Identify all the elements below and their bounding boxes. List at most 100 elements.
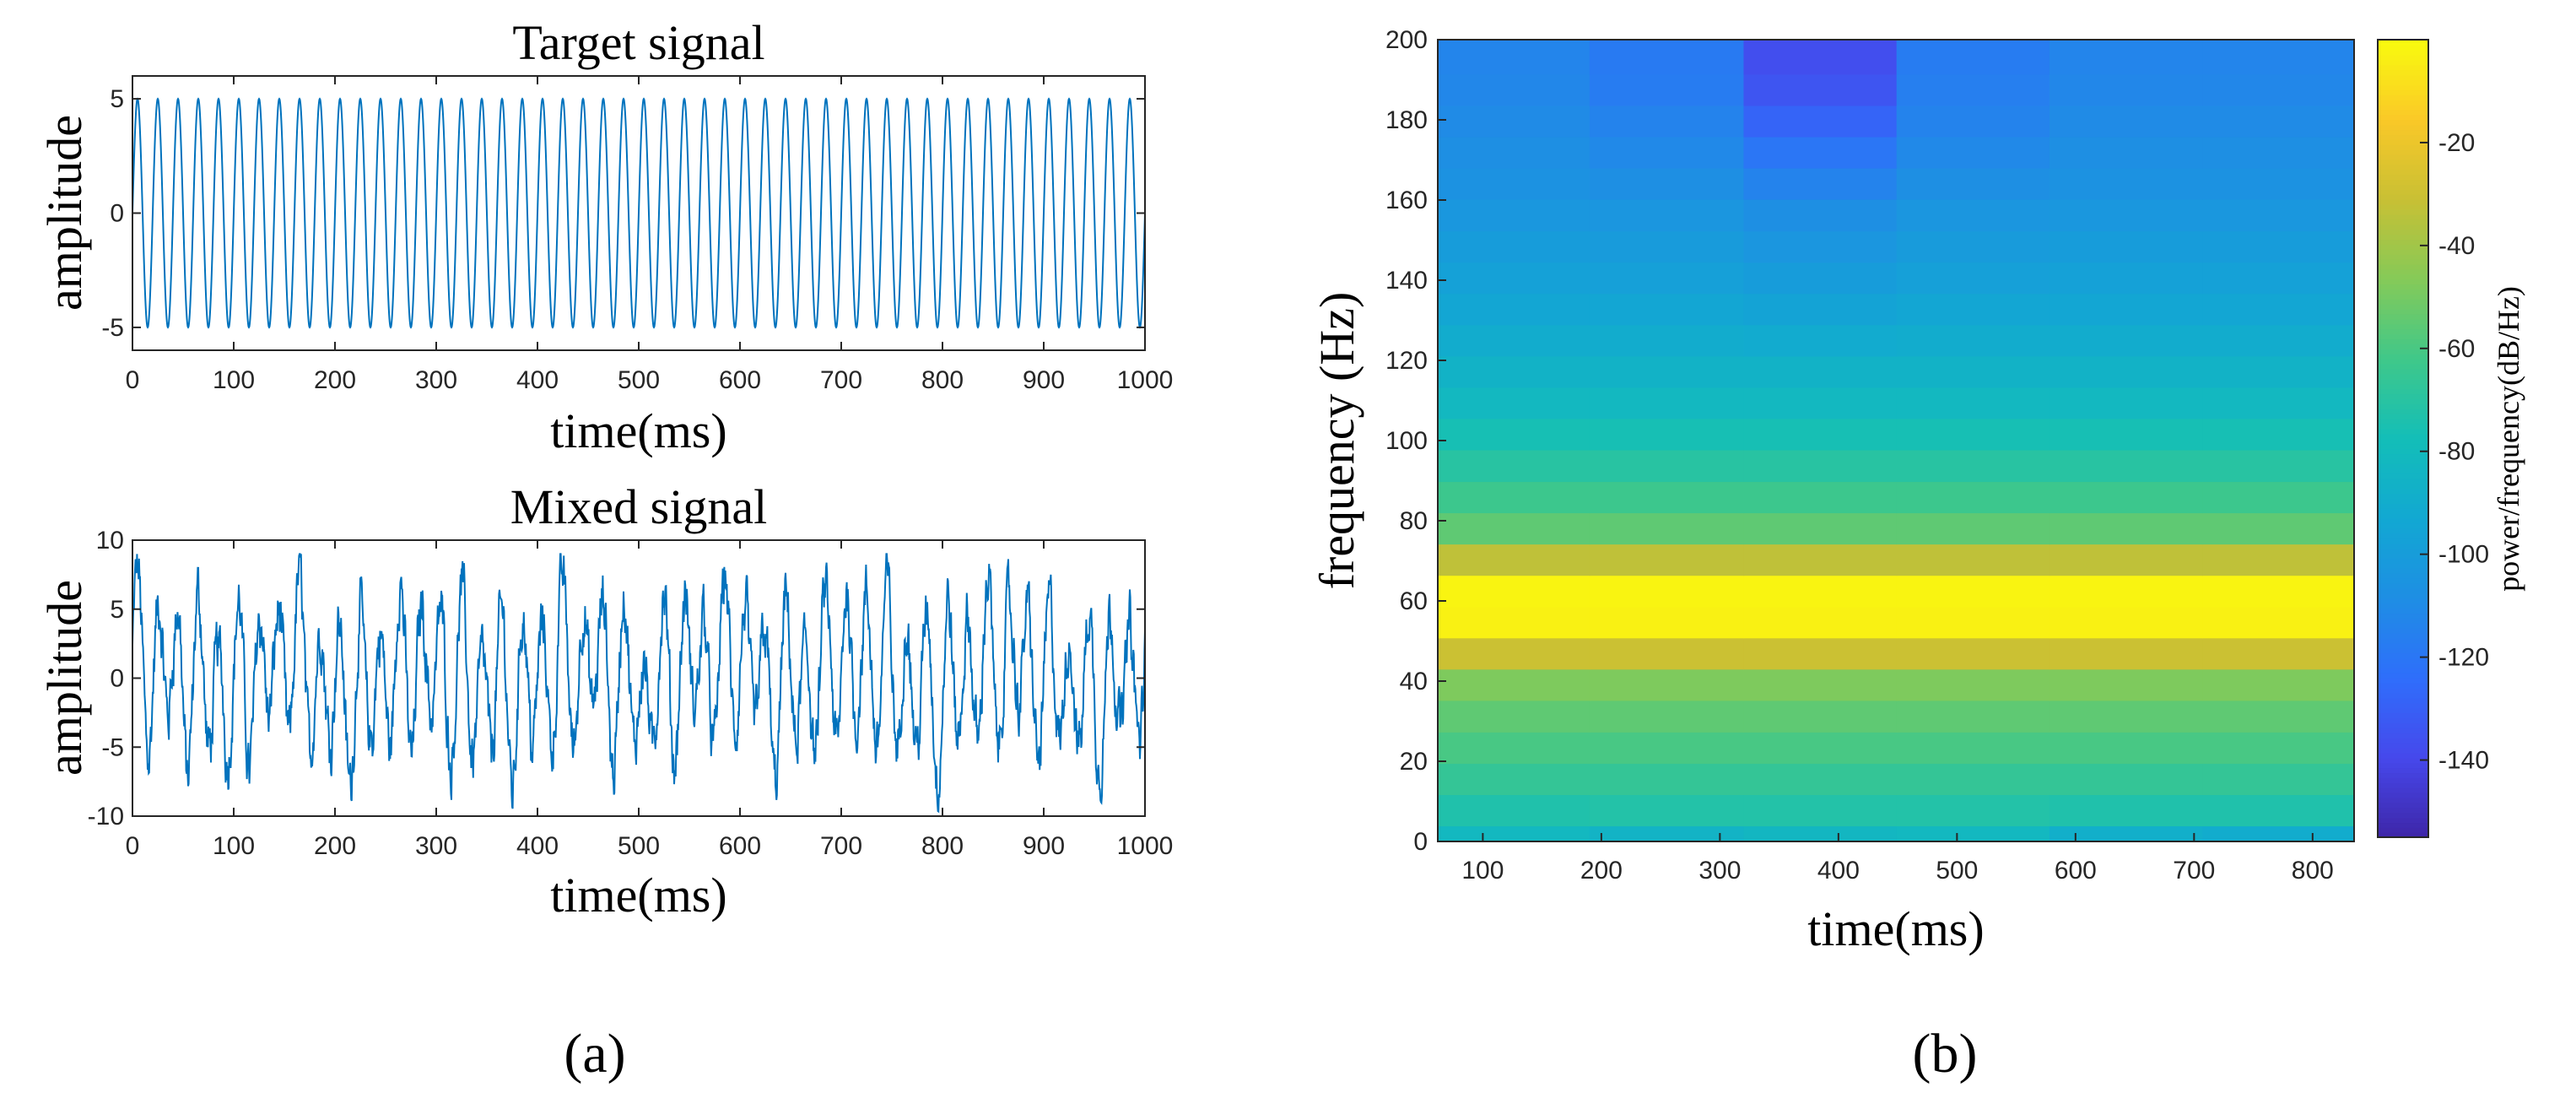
colorbar-swatch	[2378, 712, 2428, 719]
colorbar-swatch	[2378, 244, 2428, 250]
colorbar-label: power/frequency(dB/Hz)	[2492, 286, 2525, 592]
colorbar-swatch	[2378, 49, 2428, 56]
colorbar-swatch	[2378, 59, 2428, 66]
heatmap-cell	[2049, 606, 2203, 639]
colorbar-swatch	[2378, 164, 2428, 170]
x-tick-label: 800	[2292, 857, 2334, 884]
chart-title: Mixed signal	[510, 479, 767, 534]
colorbar-swatch	[2378, 149, 2428, 155]
heatmap-cell	[1438, 136, 1590, 169]
colorbar-swatch	[2378, 398, 2428, 404]
axes-frame	[132, 75, 1146, 351]
heatmap-cell	[2049, 40, 2203, 75]
x-tick-label: 600	[2055, 857, 2097, 884]
colorbar-swatch	[2378, 129, 2428, 136]
colorbar-swatch	[2378, 299, 2428, 305]
colorbar-swatch	[2378, 682, 2428, 689]
heatmap-cells	[1438, 40, 2355, 842]
heatmap-cell	[2049, 324, 2203, 357]
heatmap-cell	[1743, 763, 1898, 796]
heatmap-cell	[1438, 230, 1590, 263]
y-tick-label: -10	[88, 803, 124, 830]
heatmap-cell	[1743, 825, 1898, 842]
colorbar-swatch	[2378, 289, 2428, 295]
heatmap-cell	[1743, 668, 1898, 701]
heatmap-cell	[2049, 73, 2203, 106]
colorbar-swatch	[2378, 717, 2428, 723]
colorbar-swatch	[2378, 807, 2428, 814]
y-tick-label: 20	[1400, 748, 1428, 776]
heatmap-cell	[1743, 449, 1898, 483]
colorbar-swatch	[2378, 378, 2428, 385]
heatmap-cell	[2202, 512, 2355, 545]
colorbar-swatch	[2378, 728, 2428, 733]
colorbar-swatch	[2378, 249, 2428, 255]
colorbar-swatch	[2378, 214, 2428, 220]
colorbar-swatch	[2378, 657, 2428, 664]
colorbar-swatch	[2378, 284, 2428, 290]
heatmap-cell	[2202, 324, 2355, 357]
heatmap-cell	[1438, 449, 1590, 483]
heatmap-cell	[2049, 168, 2203, 200]
colorbar-swatch	[2378, 84, 2428, 90]
colorbar-swatch	[2378, 777, 2428, 783]
heatmap-cell	[1896, 575, 2050, 608]
colorbar-swatch	[2378, 208, 2428, 215]
colorbar-swatch	[2378, 742, 2428, 749]
colorbar-swatch	[2378, 483, 2428, 490]
heatmap-cell	[1438, 418, 1590, 451]
heatmap-cell	[1438, 324, 1590, 357]
colorbar-swatch	[2378, 294, 2428, 300]
x-tick-label: 100	[1461, 857, 1504, 884]
colorbar-swatch	[2378, 663, 2428, 668]
heatmap-cell	[2202, 481, 2355, 514]
heatmap-cell	[2049, 544, 2203, 576]
x-tick-label: 600	[719, 366, 761, 394]
colorbar-swatch	[2378, 323, 2428, 330]
colorbar-swatch	[2378, 363, 2428, 370]
colorbar-swatch	[2378, 692, 2428, 699]
axis-ticks: 100 200 300 400 500 600 700 800 0 20 40 60 80 100 120 1…	[1385, 26, 2334, 884]
x-tick-label: 500	[618, 366, 660, 394]
heatmap-cell	[1589, 606, 1745, 639]
heatmap-cell	[1896, 168, 2050, 200]
x-tick-label: 1000	[1117, 832, 1174, 860]
heatmap-cell	[2202, 40, 2355, 75]
y-tick-label: 160	[1385, 187, 1428, 214]
colorbar-swatch	[2378, 119, 2428, 126]
colorbar-swatch	[2378, 169, 2428, 176]
heatmap-cell	[2202, 668, 2355, 701]
axis-ticks: 0 100 200 300 400 500 600 700 800 900 1000 10 5 0 -5 -1…	[88, 527, 1174, 860]
heatmap-cell	[1896, 763, 2050, 796]
x-tick-label: 400	[516, 366, 559, 394]
heatmap-cell	[2049, 575, 2203, 608]
heatmap-cell	[1589, 199, 1745, 232]
heatmap-cell	[2049, 481, 2203, 514]
x-tick-label: 300	[415, 366, 457, 394]
heatmap-cell	[2202, 825, 2355, 842]
x-tick-label: 200	[1580, 857, 1623, 884]
heatmap-cell	[2202, 262, 2355, 295]
y-tick-label: 180	[1385, 106, 1428, 134]
heatmap-cell	[2202, 700, 2355, 733]
heatmap-cell	[2202, 544, 2355, 576]
y-tick-label: 120	[1385, 347, 1428, 375]
x-axis-label: time(ms)	[550, 868, 726, 922]
colorbar-swatch	[2378, 613, 2428, 619]
heatmap-cell	[1589, 105, 1745, 138]
y-axis-label: amplitude	[37, 115, 92, 311]
x-tick-label: 900	[1023, 366, 1065, 394]
colorbar-swatch	[2378, 527, 2428, 534]
colorbar-swatch	[2378, 373, 2428, 380]
colorbar-swatch	[2378, 518, 2428, 524]
heatmap-cell	[1438, 732, 1590, 764]
x-tick-label: 800	[921, 366, 964, 394]
heatmap-cell	[1589, 794, 1745, 827]
y-tick-label: 40	[1400, 668, 1428, 695]
heatmap-cell	[2049, 449, 2203, 483]
x-tick-label: 900	[1023, 832, 1065, 860]
heatmap-cell	[1589, 230, 1745, 263]
x-axis-label: time(ms)	[1807, 901, 1984, 956]
heatmap-cell	[1896, 512, 2050, 545]
colorbar-swatch	[2378, 582, 2428, 589]
